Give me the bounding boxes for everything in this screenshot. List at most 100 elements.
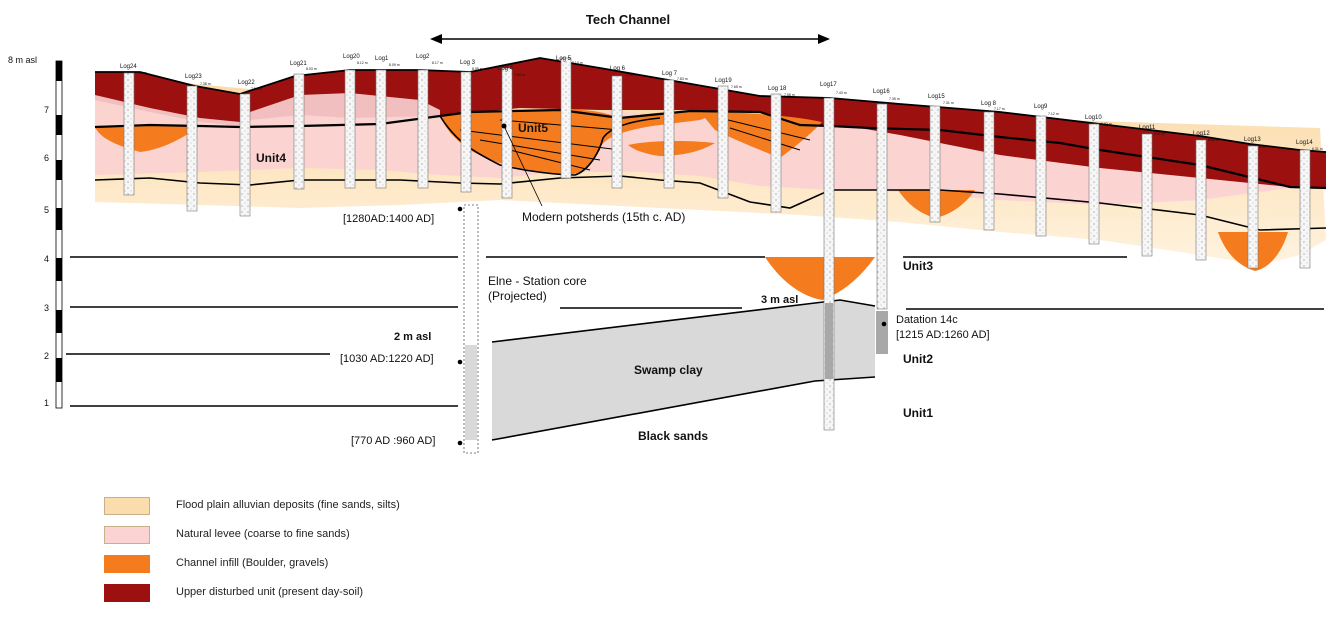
potsherds-label: Modern potsherds (15th c. AD)	[522, 210, 685, 224]
log-column	[1088, 123, 1100, 245]
elevation-lines	[66, 256, 1324, 407]
log-column	[344, 69, 356, 189]
scale-tick-3: 3	[44, 303, 49, 313]
legend-swatch	[104, 497, 150, 515]
black-sands-label: Black sands	[638, 429, 708, 443]
log-label: Log16	[873, 89, 890, 95]
log-elevation: 7.31 m	[943, 101, 954, 105]
log-label: Log 6	[610, 66, 626, 72]
log-label: Log13	[1244, 137, 1261, 143]
legend-item-natural-levee: Natural levee (coarse to fine sands)	[104, 524, 604, 545]
datation-label-line1: Datation 14c	[896, 314, 958, 326]
unit3-label: Unit3	[903, 259, 933, 273]
log-label: Log 5	[556, 56, 572, 62]
scale-tick-7: 7	[44, 105, 49, 115]
channel-extent-arrow	[430, 34, 830, 44]
legend-swatch	[104, 584, 150, 602]
station-core-clay	[465, 345, 477, 440]
log-label: Log23	[185, 74, 202, 80]
log-label: Log14	[1296, 140, 1313, 146]
legend: Flood plain alluvian deposits (fine sand…	[104, 495, 604, 611]
log-elevation: 7.56 m	[251, 87, 262, 91]
log-elevation: 6.93 m	[1101, 122, 1112, 126]
log-elevation: 6.31 m	[1312, 147, 1323, 151]
log-label: Log17	[820, 82, 837, 88]
log-column	[560, 57, 572, 179]
scale-tick-2: 2	[44, 351, 49, 361]
legend-label: Flood plain alluvian deposits (fine sand…	[176, 499, 400, 511]
scale-tick-1: 1	[44, 398, 49, 408]
elevation-scale: 8 m asl 7 6 5 4 3 2 1	[8, 55, 63, 409]
log-column	[375, 69, 387, 189]
log-label: Log9	[1034, 104, 1048, 110]
log-elevation: 6.81 m	[1154, 132, 1165, 136]
log-label: Log 8	[981, 101, 997, 107]
scale-tick-6: 6	[44, 153, 49, 163]
scale-tick-4: 4	[44, 254, 49, 264]
log-label: Log22	[238, 80, 255, 86]
swamp-clay-layer	[492, 300, 875, 440]
core-name-line2: (Projected)	[488, 289, 547, 303]
log-column	[876, 103, 888, 310]
swamp-clay-label: Swamp clay	[634, 363, 703, 377]
log-column	[717, 85, 729, 199]
level-2m-label: 2 m asl	[394, 331, 431, 343]
date-mid-label: [1030 AD:1220 AD]	[340, 353, 434, 365]
legend-swatch	[104, 555, 150, 573]
channel-infill-east	[700, 112, 822, 158]
legend-label: Natural levee (coarse to fine sands)	[176, 528, 350, 540]
log-elevation: 8.05 m	[472, 67, 483, 71]
log-column	[460, 71, 472, 193]
log-column	[1141, 133, 1153, 257]
log-label: Log24	[120, 64, 137, 70]
log-elevation: 7.94 m	[514, 73, 525, 77]
log-label: Log15	[928, 94, 945, 100]
log-elevation: 7.90 m	[626, 73, 637, 77]
date-top-label: [1280AD:1400 AD]	[343, 213, 434, 225]
log-column	[1299, 149, 1311, 269]
log-label: Log21	[290, 61, 307, 67]
level-3m-label: 3 m asl	[761, 294, 798, 306]
log-column	[239, 93, 251, 217]
upper-soil-layer	[95, 58, 1326, 188]
log-column	[417, 69, 429, 189]
date-bottom-label: [770 AD :960 AD]	[351, 435, 435, 447]
log-column	[186, 85, 198, 212]
log-labels: Log24 7.85 m Log23 7.38 m Log22 7.56 m L…	[120, 54, 1323, 151]
log-elevation: 6.66 m	[1208, 138, 1219, 142]
log-elevation: 7.12 m	[1048, 112, 1059, 116]
scale-top-label: 8 m asl	[8, 55, 37, 65]
log-elevation: 8.09 m	[389, 63, 400, 67]
date-top-dot	[457, 206, 463, 212]
log-elevation: 7.35 m	[889, 97, 900, 101]
legend-item-upper-soil: Upper disturbed unit (present day-soil)	[104, 582, 604, 603]
log-label: Log2	[416, 54, 430, 60]
log17-core-clay	[825, 303, 833, 379]
potsherds-marker	[501, 123, 543, 207]
log-elevation: 6.37 m	[1259, 145, 1270, 149]
log-column	[1247, 145, 1259, 269]
log-column	[823, 97, 835, 431]
borehole-logs	[123, 57, 1311, 431]
log-label: Log1	[375, 56, 389, 62]
log-elevation: 7.83 m	[677, 77, 688, 81]
log-column	[611, 75, 623, 189]
unit-boundaries	[94, 57, 1327, 441]
log-elevation: 8.10 m	[572, 61, 583, 65]
date-bottom-dot	[457, 440, 463, 446]
log-elevation: 7.65 m	[731, 85, 742, 89]
unit1-label: Unit1	[903, 406, 933, 420]
date-mid-dot	[457, 359, 463, 365]
log-column	[1035, 115, 1047, 237]
channel-infill-west	[95, 125, 200, 152]
core-columns	[463, 204, 888, 454]
log-elevation: 7.58 m	[784, 93, 795, 97]
log-label: Log 18	[768, 86, 787, 92]
diagram-title: Tech Channel	[586, 12, 670, 27]
log-elevation: 7.43 m	[836, 91, 847, 95]
log-elevation: 7.17 m	[994, 107, 1005, 111]
log-elevation: 7.85 m	[136, 71, 147, 75]
log16-core-clay	[876, 311, 888, 354]
log-elevation: 8.03 m	[306, 67, 317, 71]
